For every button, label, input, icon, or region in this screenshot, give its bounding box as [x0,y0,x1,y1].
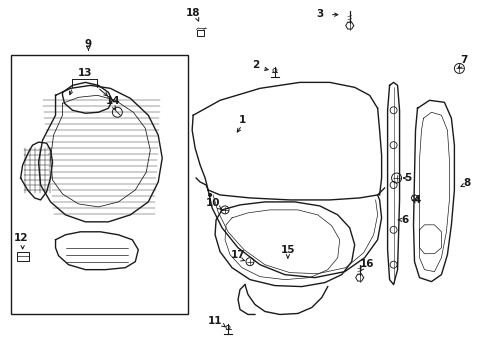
Text: 16: 16 [359,259,373,269]
Text: 17: 17 [230,250,245,260]
Text: 9: 9 [85,39,92,49]
Text: 6: 6 [400,215,407,225]
Text: 3: 3 [316,9,323,19]
Text: 7: 7 [460,55,467,66]
Text: 8: 8 [463,178,470,188]
Bar [11,55,188,315]
Text: 4: 4 [413,195,420,205]
Text: 13: 13 [78,68,93,78]
Text: 18: 18 [185,8,200,18]
Text: 14: 14 [106,96,121,106]
Text: 15: 15 [280,245,295,255]
Text: 2: 2 [252,60,259,71]
Bar [196,30,203,36]
Text: 12: 12 [13,233,28,243]
Circle shape [208,193,212,197]
Text: 5: 5 [403,173,410,183]
Text: 1: 1 [238,115,245,125]
Text: 10: 10 [205,198,220,208]
Text: 11: 11 [207,316,222,327]
